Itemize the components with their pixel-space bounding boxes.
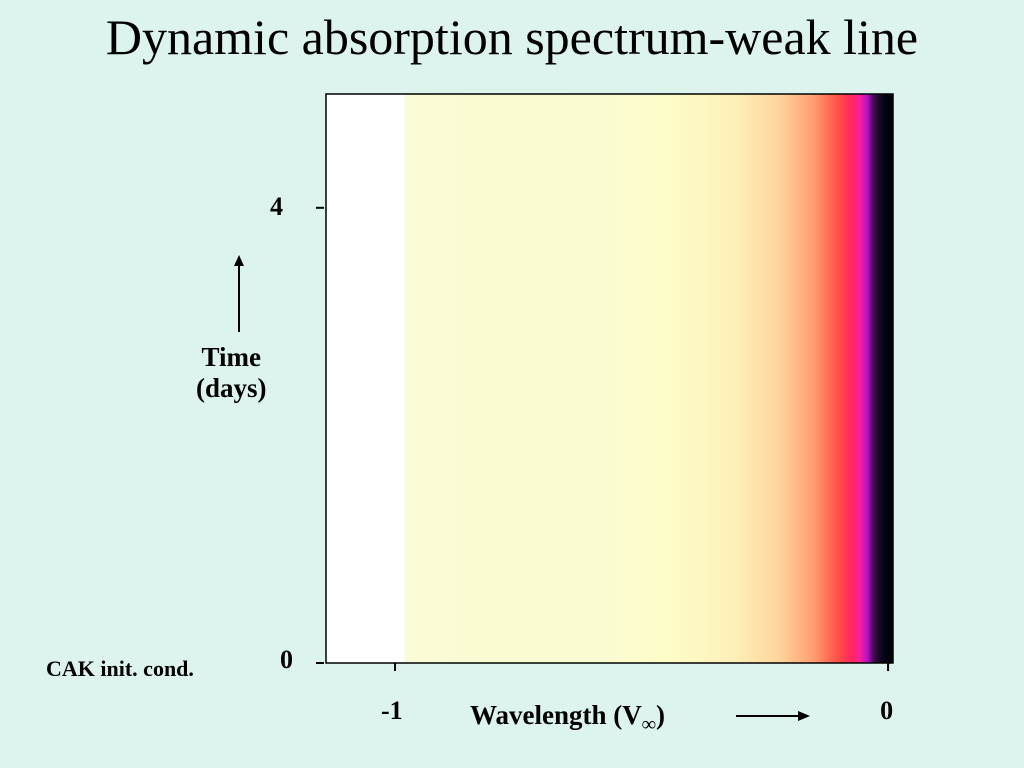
absorption-heatmap xyxy=(326,94,893,663)
wavelength-arrow-head xyxy=(798,711,810,721)
x-axis-label-close: ) xyxy=(656,700,666,730)
x-tick-label-0: 0 xyxy=(880,696,894,725)
y-tick-label-4: 4 xyxy=(270,191,283,221)
plot-frame xyxy=(325,93,894,664)
x-tick-label-minus-1: -1 xyxy=(381,696,403,725)
plot-area xyxy=(326,94,893,663)
x-axis-label-infinity: ∞ xyxy=(641,713,657,736)
time-arrow-head xyxy=(234,255,244,266)
slide-title: Dynamic absorption spectrum-weak line xyxy=(105,9,919,65)
y-axis-label-line1: Time xyxy=(201,342,262,372)
x-axis-label-main: Wavelength (V xyxy=(470,700,642,730)
initial-condition-note: CAK init. cond. xyxy=(46,656,194,681)
axes xyxy=(234,93,894,721)
y-axis-label: Time (days) xyxy=(196,342,267,404)
y-tick-label-0: 0 xyxy=(280,645,293,674)
y-axis-label-line2: (days) xyxy=(196,373,267,404)
x-axis-label: Wavelength (V∞) xyxy=(470,700,665,736)
